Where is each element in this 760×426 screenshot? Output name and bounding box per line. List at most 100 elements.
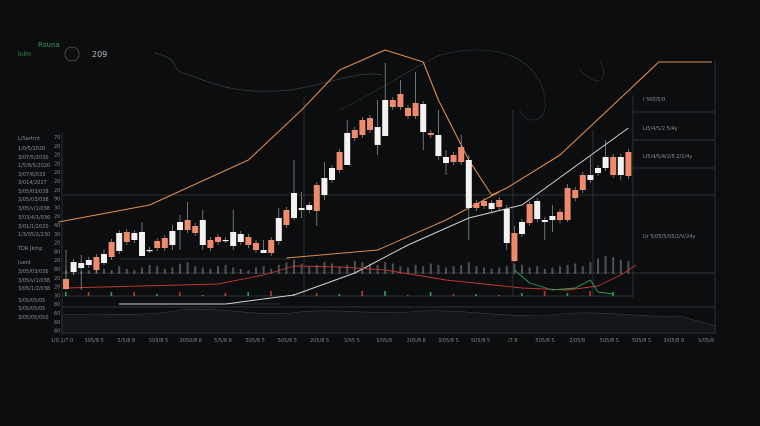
side-label: 3/05/03/036 [18, 269, 49, 275]
volume-bar [589, 262, 592, 274]
candle-body [595, 168, 601, 173]
candle-body [298, 208, 305, 210]
candle-body [435, 135, 442, 156]
candle-body [275, 218, 282, 241]
histogram-bar [589, 291, 591, 296]
candle-body [253, 243, 259, 250]
volume-bar [429, 263, 432, 274]
candle-body [443, 157, 449, 163]
volume-bar [293, 259, 295, 274]
histogram-bar [475, 294, 477, 296]
side-label: L/Sartrnt [18, 136, 40, 142]
histogram-bar [65, 292, 67, 296]
y-tick-label: 20 [54, 161, 60, 167]
volume-bar [407, 267, 409, 274]
candle-body [161, 238, 168, 248]
side-label: 3/05/05/050 [18, 315, 49, 321]
x-tick-label: /7 8 [508, 338, 518, 344]
volume-bar [338, 266, 341, 274]
y-tick-label: 40 [54, 223, 60, 229]
side-label: Iuent [18, 260, 31, 266]
candle-body [519, 222, 525, 234]
candle-body [511, 233, 518, 261]
header-title: Rsuna [38, 41, 60, 49]
x-tick-label: 205/8 8 [407, 338, 426, 344]
candle-body [526, 204, 533, 223]
header-value: 209 [92, 50, 107, 59]
x-tick-label: 2/05/8 [569, 338, 585, 344]
volume-bar [574, 263, 577, 274]
candle-body [329, 168, 335, 180]
volume-bar [118, 266, 121, 274]
candle-body [131, 233, 138, 240]
y-tick-label: 60 [54, 311, 60, 317]
candle-body [503, 209, 510, 243]
volume-bar [209, 268, 212, 274]
volume-bar [551, 267, 554, 274]
histogram-bar [87, 292, 90, 296]
volume-bar [148, 264, 151, 274]
x-tick-label: 505/8 5 [471, 338, 490, 344]
globe-logo-icon [64, 46, 80, 62]
volume-bar [475, 266, 478, 274]
side-label: 3/01/1/2020 [18, 224, 49, 230]
candle-body [123, 232, 130, 242]
y-tick-label: 20 [54, 153, 60, 159]
volume-bar [490, 268, 493, 274]
histogram-bar [270, 291, 272, 296]
candle-body [237, 234, 244, 242]
candle-body [116, 233, 123, 251]
volume-bar [262, 266, 265, 274]
trend-line [119, 127, 629, 305]
y-tick-label: 60 [54, 320, 60, 326]
histogram-bar [543, 291, 546, 296]
side-label: 3/07/6/033 [18, 172, 45, 178]
candle-body [199, 220, 206, 245]
histogram-bar [498, 295, 500, 296]
volume-bar [597, 258, 599, 274]
volume-bar [437, 264, 440, 274]
candle-body [313, 185, 320, 211]
candle-body [534, 201, 541, 219]
volume-bar [513, 263, 516, 274]
background-curve [154, 52, 383, 92]
histogram-bar [224, 293, 227, 296]
volume-bar [460, 264, 463, 274]
volume-bar [543, 268, 546, 274]
moving-average-line [65, 264, 637, 291]
oscillator-area [61, 308, 716, 334]
volume-bar [612, 257, 615, 274]
candle-body [260, 250, 267, 253]
volume-bar [414, 264, 417, 274]
y-tick-label: 80 [54, 329, 60, 335]
volume-bar [467, 262, 470, 274]
volume-bar [353, 261, 356, 274]
volume-bar [452, 266, 455, 274]
histogram-bar [452, 294, 455, 296]
y-tick-label: 20 [54, 285, 60, 291]
side-label: 3/03/4/1/036 [18, 215, 50, 221]
candle-body [579, 175, 586, 190]
volume-bar [604, 255, 607, 274]
side-label: 3/05/05/05 [18, 306, 45, 312]
histogram-bar [201, 295, 204, 296]
volume-bar [110, 270, 113, 274]
candle-body [602, 157, 609, 168]
candle-body [63, 279, 69, 289]
volume-bar [505, 266, 508, 274]
candle-body [207, 240, 214, 248]
side-label: 3/05/1/2/038 [18, 286, 50, 292]
candle-body [70, 262, 77, 272]
volume-bar [163, 268, 166, 274]
volume-bar [255, 267, 257, 274]
histogram-bar [179, 292, 181, 296]
volume-bar [133, 270, 136, 274]
signal-line [514, 269, 614, 295]
volume-bar [399, 266, 402, 274]
x-tick-label: 3/05/8 [376, 338, 392, 344]
volume-bar [619, 259, 622, 274]
volume-bar [323, 262, 326, 274]
candle-body [389, 100, 396, 107]
histogram-bar [361, 291, 363, 296]
